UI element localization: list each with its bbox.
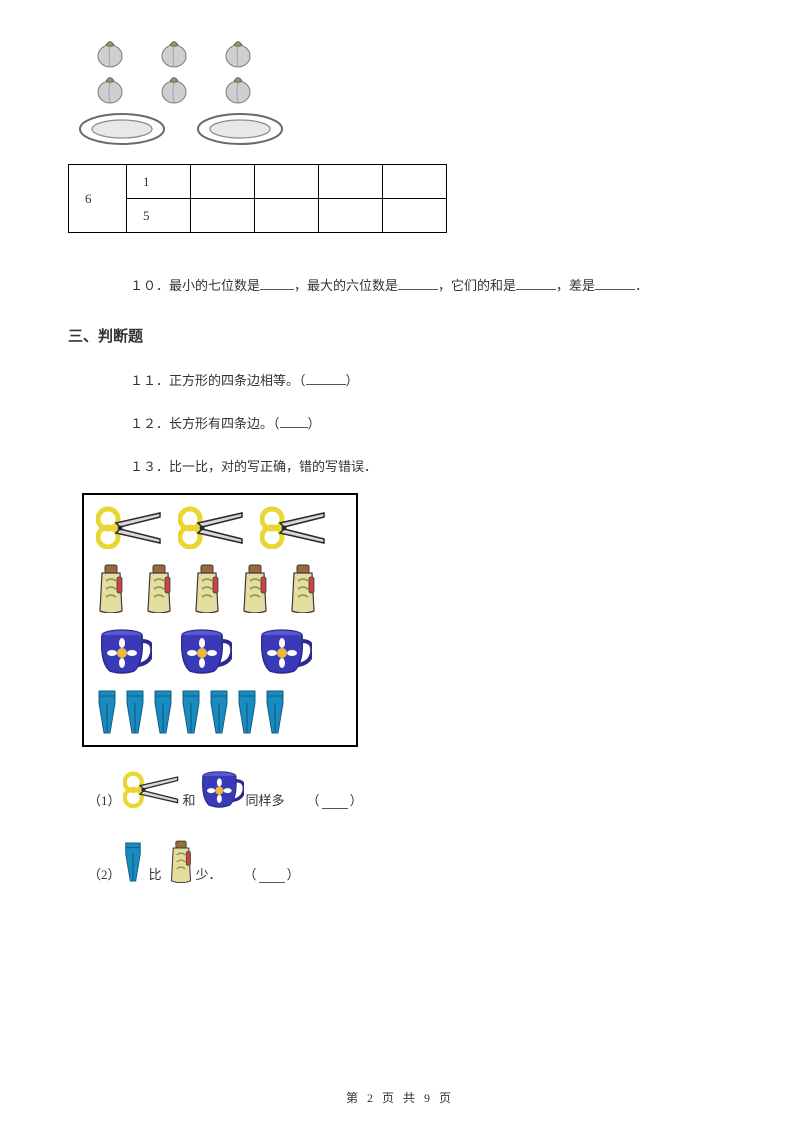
q10-text: １０．最小的七位数是	[130, 278, 260, 293]
pants-icon	[152, 689, 174, 735]
compare-figure	[82, 493, 358, 747]
fill-blank[interactable]	[260, 276, 294, 290]
paren-close: ）	[350, 790, 363, 809]
fill-blank[interactable]	[306, 371, 346, 385]
fill-blank[interactable]	[595, 276, 635, 290]
sub-question-2: （2） 比 少． （ ）	[88, 839, 732, 883]
table-cell: 1	[127, 165, 191, 199]
question-10: １０．最小的七位数是 ，最大的六位数是 ，它们的和是 ，差是 ．	[130, 275, 732, 297]
section-3-title: 三、判断题	[68, 325, 732, 346]
pants-icon	[180, 689, 202, 735]
table-left-cell: 6	[69, 165, 127, 233]
scissors-icon	[123, 769, 181, 809]
cup-icon	[256, 627, 312, 675]
peach-icon	[224, 40, 252, 68]
table-cell	[255, 165, 319, 199]
bottle-icon	[168, 839, 194, 883]
q10-text: ，差是	[556, 278, 595, 293]
pants-row	[96, 689, 344, 735]
bottle-icon	[240, 563, 270, 613]
scissors-icon	[96, 505, 164, 549]
table-cell	[383, 165, 447, 199]
subq2-text: 比	[149, 864, 162, 883]
pants-icon	[96, 689, 118, 735]
peach-icon	[96, 40, 124, 68]
table-cell	[383, 199, 447, 233]
subq2-prefix: （2）	[88, 864, 121, 883]
table-cell	[191, 199, 255, 233]
q10-text: ，最大的六位数是	[294, 278, 398, 293]
q12-text: １２．长方形有四条边。（	[130, 416, 280, 431]
bottle-icon	[96, 563, 126, 613]
subq1-prefix: （1）	[88, 790, 121, 809]
plate-icon	[78, 112, 166, 146]
bottle-icon	[288, 563, 318, 613]
scissors-icon	[260, 505, 328, 549]
cups-row	[96, 627, 344, 675]
paren-close: ）	[287, 864, 300, 883]
peaches-row-1	[96, 40, 732, 68]
q11-text: １１．正方形的四条边相等。（	[130, 373, 306, 388]
pants-icon	[236, 689, 258, 735]
scissors-icon	[178, 505, 246, 549]
paren-open: （	[307, 790, 320, 809]
page-footer: 第 2 页 共 9 页	[0, 1089, 800, 1106]
cup-icon	[96, 627, 152, 675]
scissors-row	[96, 505, 344, 549]
peach-icon	[224, 76, 252, 104]
fill-blank[interactable]	[516, 276, 556, 290]
bottle-icon	[192, 563, 222, 613]
peach-icon	[96, 76, 124, 104]
sub-question-1: （1） 和 同样多 （ ）	[88, 769, 732, 809]
paren-open: （	[244, 864, 257, 883]
pants-icon	[208, 689, 230, 735]
bottle-icon	[144, 563, 174, 613]
pants-icon	[124, 689, 146, 735]
question-12: １２．长方形有四条边。（ ）	[130, 413, 732, 432]
peaches-row-2	[96, 76, 732, 104]
peach-icon	[160, 76, 188, 104]
question-11: １１．正方形的四条边相等。（ ）	[130, 370, 732, 389]
cup-icon	[198, 769, 244, 809]
question-13: １３．比一比，对的写正确，错的写错误．	[130, 456, 732, 475]
split-table: 6 1 5	[68, 164, 447, 233]
table-cell	[255, 199, 319, 233]
fill-blank[interactable]	[280, 414, 308, 428]
fill-blank[interactable]	[322, 795, 348, 809]
q11-text: ）	[346, 373, 359, 388]
table-cell	[191, 165, 255, 199]
bottles-row	[96, 563, 344, 613]
subq2-text: 少．	[196, 864, 222, 883]
subq1-text: 同样多	[246, 790, 285, 809]
pants-icon	[264, 689, 286, 735]
q10-text: ．	[635, 278, 648, 293]
subq1-text: 和	[183, 790, 196, 809]
fill-blank[interactable]	[259, 869, 285, 883]
q12-text: ）	[308, 416, 321, 431]
table-cell	[319, 165, 383, 199]
fill-blank[interactable]	[398, 276, 438, 290]
table-cell: 5	[127, 199, 191, 233]
pants-icon	[123, 841, 143, 883]
plate-icon	[196, 112, 284, 146]
plates-row	[78, 112, 732, 146]
q10-text: ，它们的和是	[438, 278, 516, 293]
table-cell	[319, 199, 383, 233]
cup-icon	[176, 627, 232, 675]
peach-icon	[160, 40, 188, 68]
